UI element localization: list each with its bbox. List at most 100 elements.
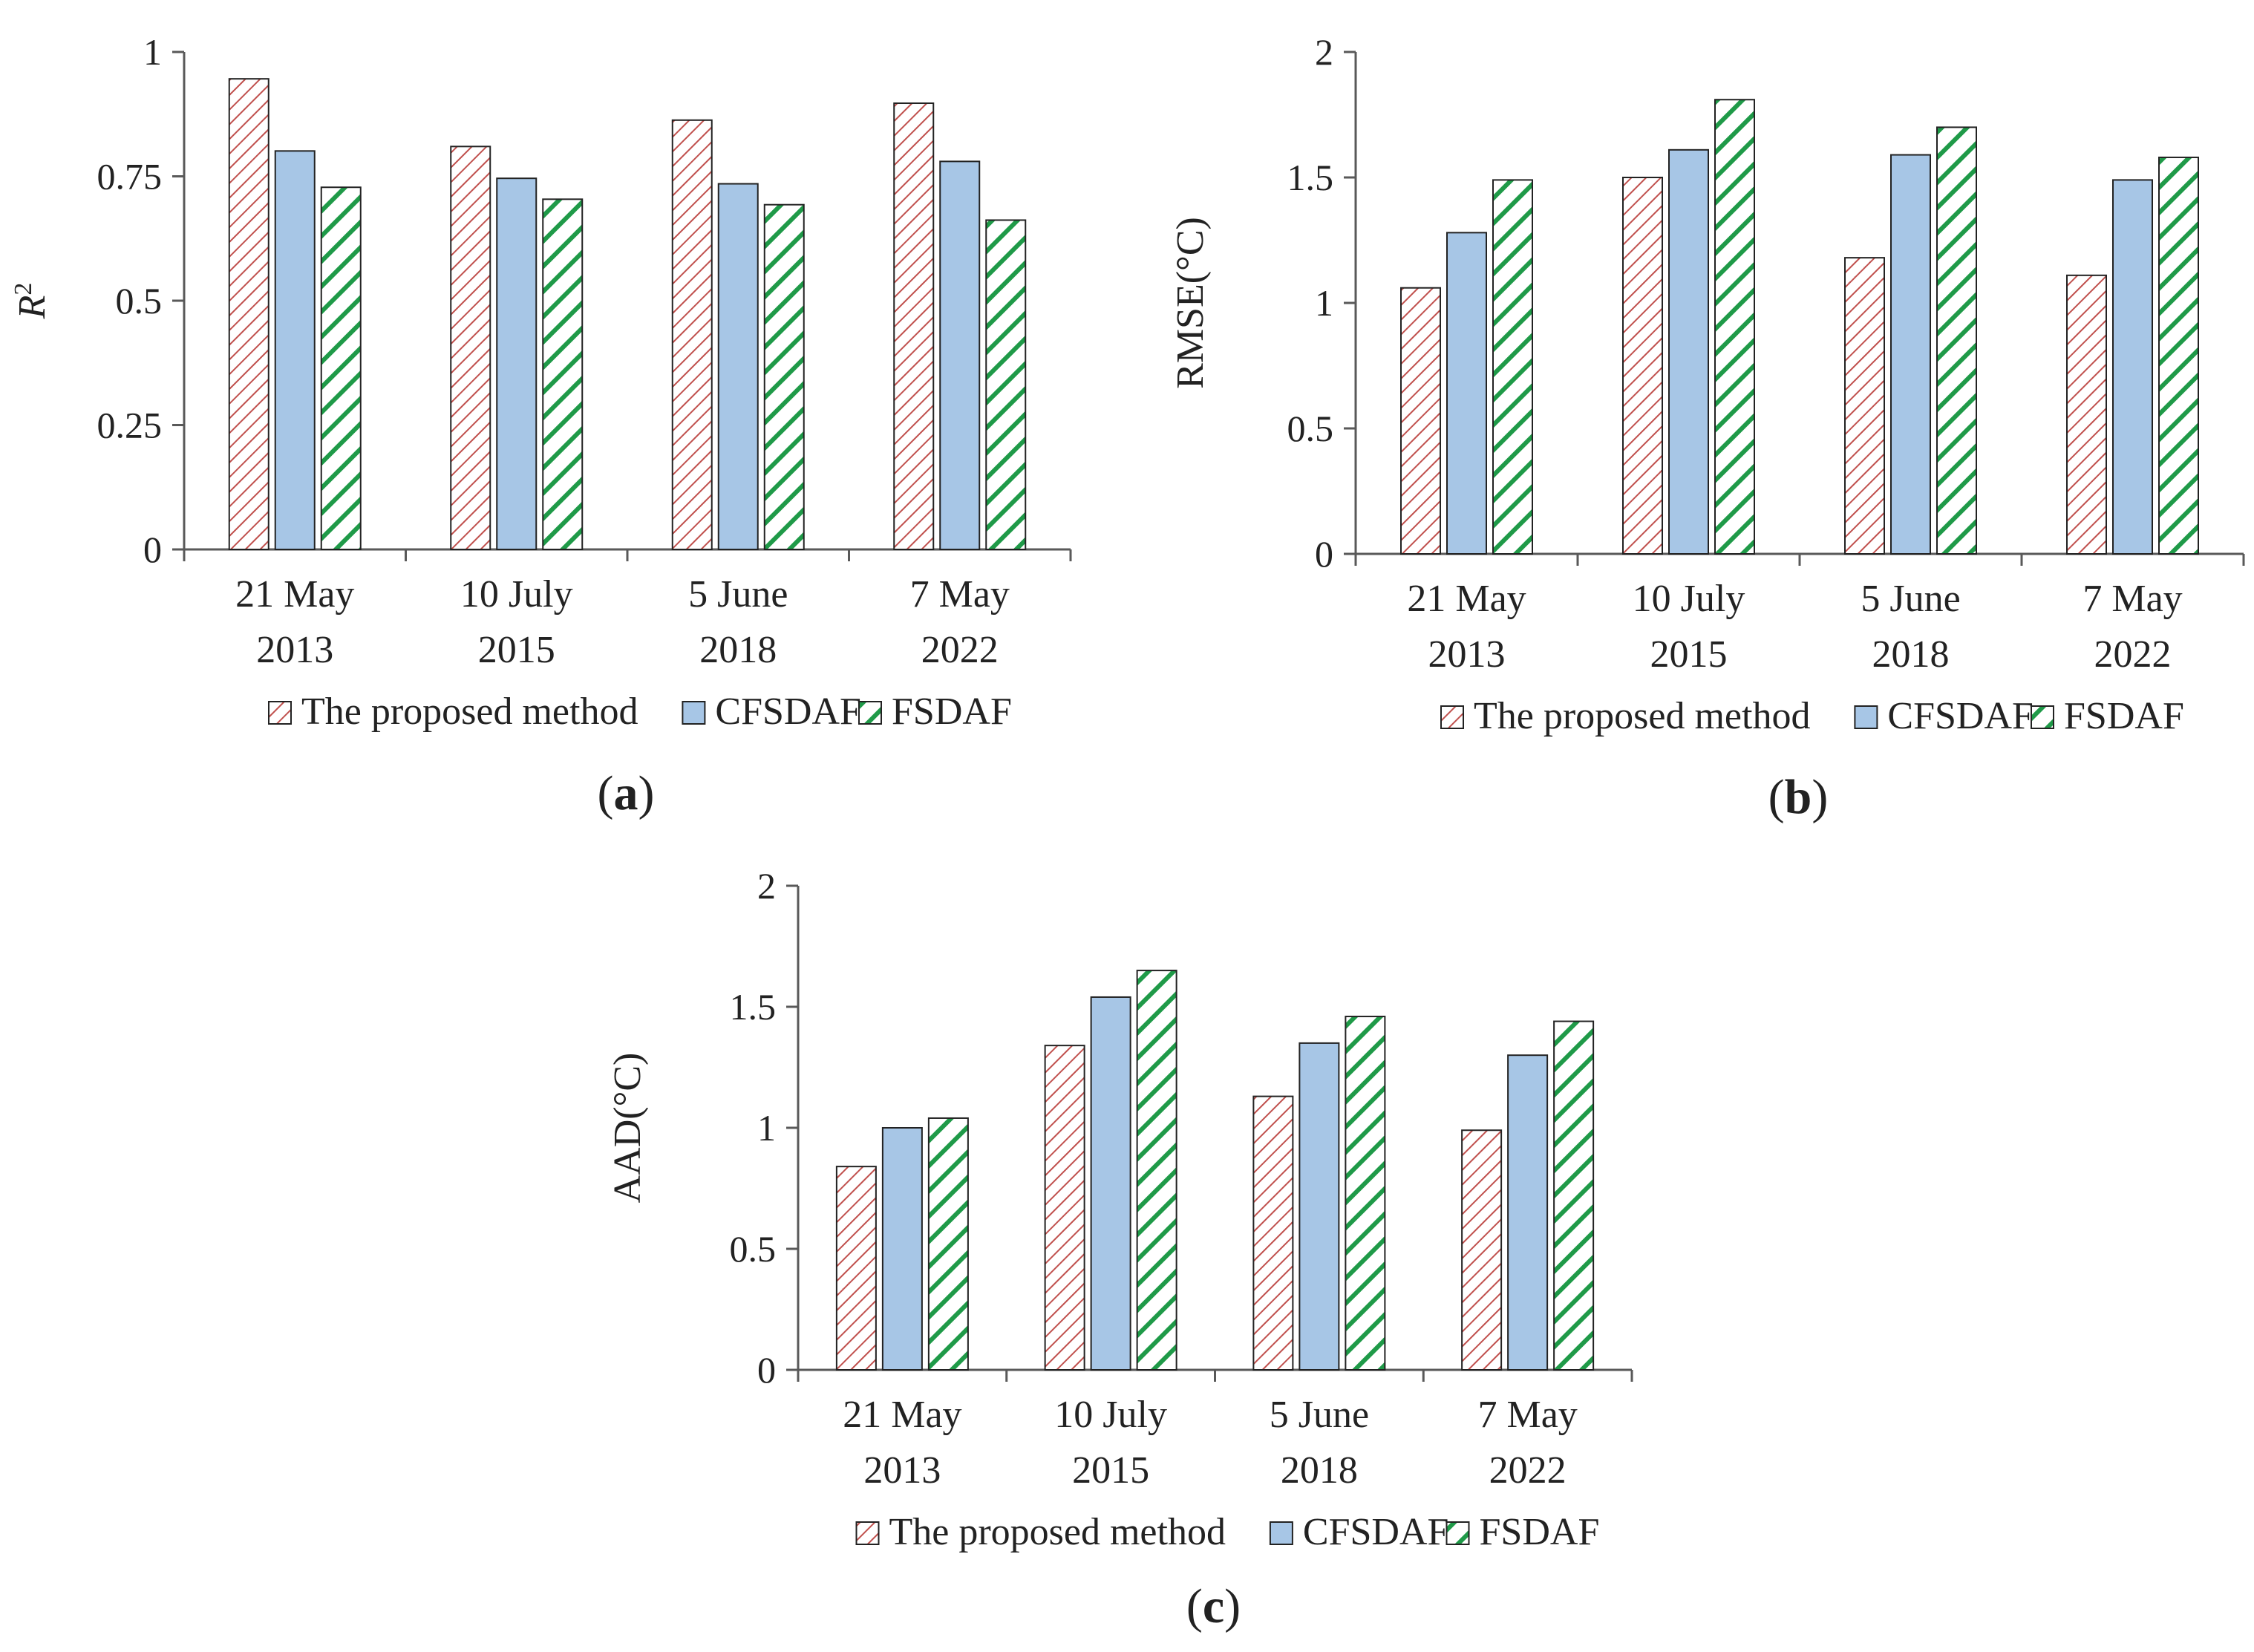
- bar-fsdaf: [1936, 126, 1977, 555]
- bar-proposed: [1461, 1129, 1503, 1371]
- bar-proposed: [1400, 287, 1441, 555]
- bar-fsdaf: [1136, 970, 1177, 1371]
- panel-label: (c): [1186, 1579, 1241, 1633]
- bar-cfsdaf: [1668, 148, 1709, 555]
- legend-label: FSDAF: [892, 690, 1012, 733]
- legend-swatch: [2031, 705, 2054, 729]
- bar-cfsdaf: [1890, 154, 1931, 555]
- bar-cfsdaf: [881, 1127, 923, 1371]
- legend-label: The proposed method: [889, 1511, 1226, 1553]
- bar-proposed: [1252, 1095, 1294, 1371]
- legend-label: CFSDAF: [1887, 695, 2034, 737]
- bar-cfsdaf: [1446, 232, 1487, 555]
- legend-swatch: [682, 701, 706, 725]
- y-tick-label: 0.5: [116, 280, 163, 321]
- x-category-label: 5 June: [1861, 578, 1960, 620]
- legend-swatch: [855, 1521, 880, 1545]
- x-category-label: 10 July: [1054, 1394, 1167, 1436]
- x-category-label: 2015: [1072, 1449, 1149, 1492]
- y-axis-label: R2: [10, 283, 54, 320]
- x-category-label: 7 May: [910, 573, 1010, 616]
- legend-swatch: [1446, 1521, 1470, 1545]
- legend-label: FSDAF: [1480, 1511, 1600, 1553]
- y-tick-label: 0.5: [730, 1228, 777, 1270]
- y-tick-label: 0.5: [1287, 408, 1334, 449]
- y-tick-label: 1: [143, 31, 162, 73]
- bar-fsdaf: [985, 219, 1027, 550]
- bar-proposed: [1044, 1045, 1085, 1371]
- x-category-label: 2022: [2094, 633, 2172, 676]
- x-category-label: 10 July: [460, 573, 573, 616]
- chart-r2: 0 0.25 0.5 0.75 1 21 May 2013 10 July 2015 5 June…: [10, 31, 1072, 820]
- x-category-label: 21 May: [1407, 578, 1526, 620]
- y-tick-label: 0.75: [97, 156, 163, 197]
- bar-cfsdaf: [496, 177, 538, 550]
- x-category-label: 2018: [1281, 1449, 1358, 1492]
- x-category-label: 21 May: [235, 573, 354, 616]
- legend-label: CFSDAF: [1303, 1511, 1449, 1553]
- legend-label: The proposed method: [301, 690, 638, 733]
- legend-swatch: [1854, 705, 1878, 729]
- x-category-label: 2013: [863, 1449, 941, 1492]
- x-category-label: 2013: [1428, 633, 1506, 676]
- x-category-label: 7 May: [2082, 578, 2182, 620]
- x-category-label: 2022: [1489, 1449, 1567, 1492]
- bar-cfsdaf: [717, 183, 759, 551]
- y-tick-label: 0: [757, 1349, 776, 1391]
- bar-proposed: [671, 119, 713, 551]
- y-tick-label: 1.5: [730, 986, 777, 1028]
- panel-label: (a): [598, 766, 655, 820]
- bar-cfsdaf: [274, 150, 316, 550]
- bar-cfsdaf: [1298, 1042, 1340, 1371]
- legend-label: CFSDAF: [715, 690, 861, 733]
- bar-proposed: [2066, 274, 2107, 555]
- x-category-label: 2022: [921, 629, 999, 671]
- bar-cfsdaf: [1090, 996, 1131, 1371]
- legend-swatch: [858, 701, 882, 725]
- y-tick-label: 0: [143, 529, 162, 570]
- bar-cfsdaf: [939, 160, 981, 550]
- legend-swatch: [268, 701, 292, 725]
- y-tick-label: 1: [1315, 282, 1333, 324]
- chart-aad: 0 0.5 1 1.5 2 21 May 2013 10 July 2015 5 June 2018…: [607, 865, 1633, 1633]
- x-category-label: 5 June: [1270, 1394, 1369, 1436]
- legend-label: FSDAF: [2064, 695, 2184, 737]
- y-tick-label: 2: [1315, 31, 1333, 73]
- x-category-label: 10 July: [1633, 578, 1745, 620]
- y-axis-label: AAD(°C): [607, 1053, 649, 1204]
- x-category-label: 7 May: [1477, 1394, 1577, 1436]
- bar-cfsdaf: [2112, 179, 2153, 555]
- x-category-label: 5 June: [688, 573, 788, 616]
- chart-rmse: 0 0.5 1 1.5 2 21 May 2013 10 July 2015 5 June 2018…: [1169, 31, 2245, 824]
- bar-cfsdaf: [1507, 1054, 1549, 1371]
- y-tick-label: 2: [757, 865, 776, 907]
- bar-proposed: [228, 78, 270, 551]
- x-category-label: 2018: [699, 629, 777, 671]
- y-axis-label: RMSE(°C): [1169, 217, 1212, 389]
- bar-fsdaf: [542, 198, 584, 550]
- x-category-label: 2015: [478, 629, 555, 671]
- y-tick-label: 0: [1315, 533, 1333, 575]
- bar-fsdaf: [1492, 179, 1533, 555]
- bar-fsdaf: [763, 203, 805, 550]
- bar-fsdaf: [1345, 1016, 1386, 1371]
- bar-fsdaf: [2158, 156, 2199, 555]
- bar-fsdaf: [1714, 99, 1755, 555]
- y-tick-label: 1: [757, 1107, 776, 1149]
- x-category-label: 2013: [256, 629, 333, 671]
- bar-proposed: [1622, 177, 1663, 555]
- bar-fsdaf: [1553, 1020, 1595, 1371]
- bar-fsdaf: [927, 1117, 969, 1371]
- y-tick-label: 0.25: [97, 405, 163, 446]
- legend-swatch: [1440, 705, 1464, 729]
- x-category-label: 21 May: [843, 1394, 961, 1436]
- bar-proposed: [1844, 257, 1885, 555]
- bar-proposed: [835, 1166, 877, 1371]
- bar-proposed: [450, 146, 491, 551]
- bar-proposed: [893, 102, 935, 550]
- y-tick-label: 1.5: [1287, 157, 1334, 198]
- panel-label: (b): [1768, 770, 1829, 824]
- legend-swatch: [1269, 1521, 1293, 1545]
- bar-fsdaf: [320, 186, 362, 551]
